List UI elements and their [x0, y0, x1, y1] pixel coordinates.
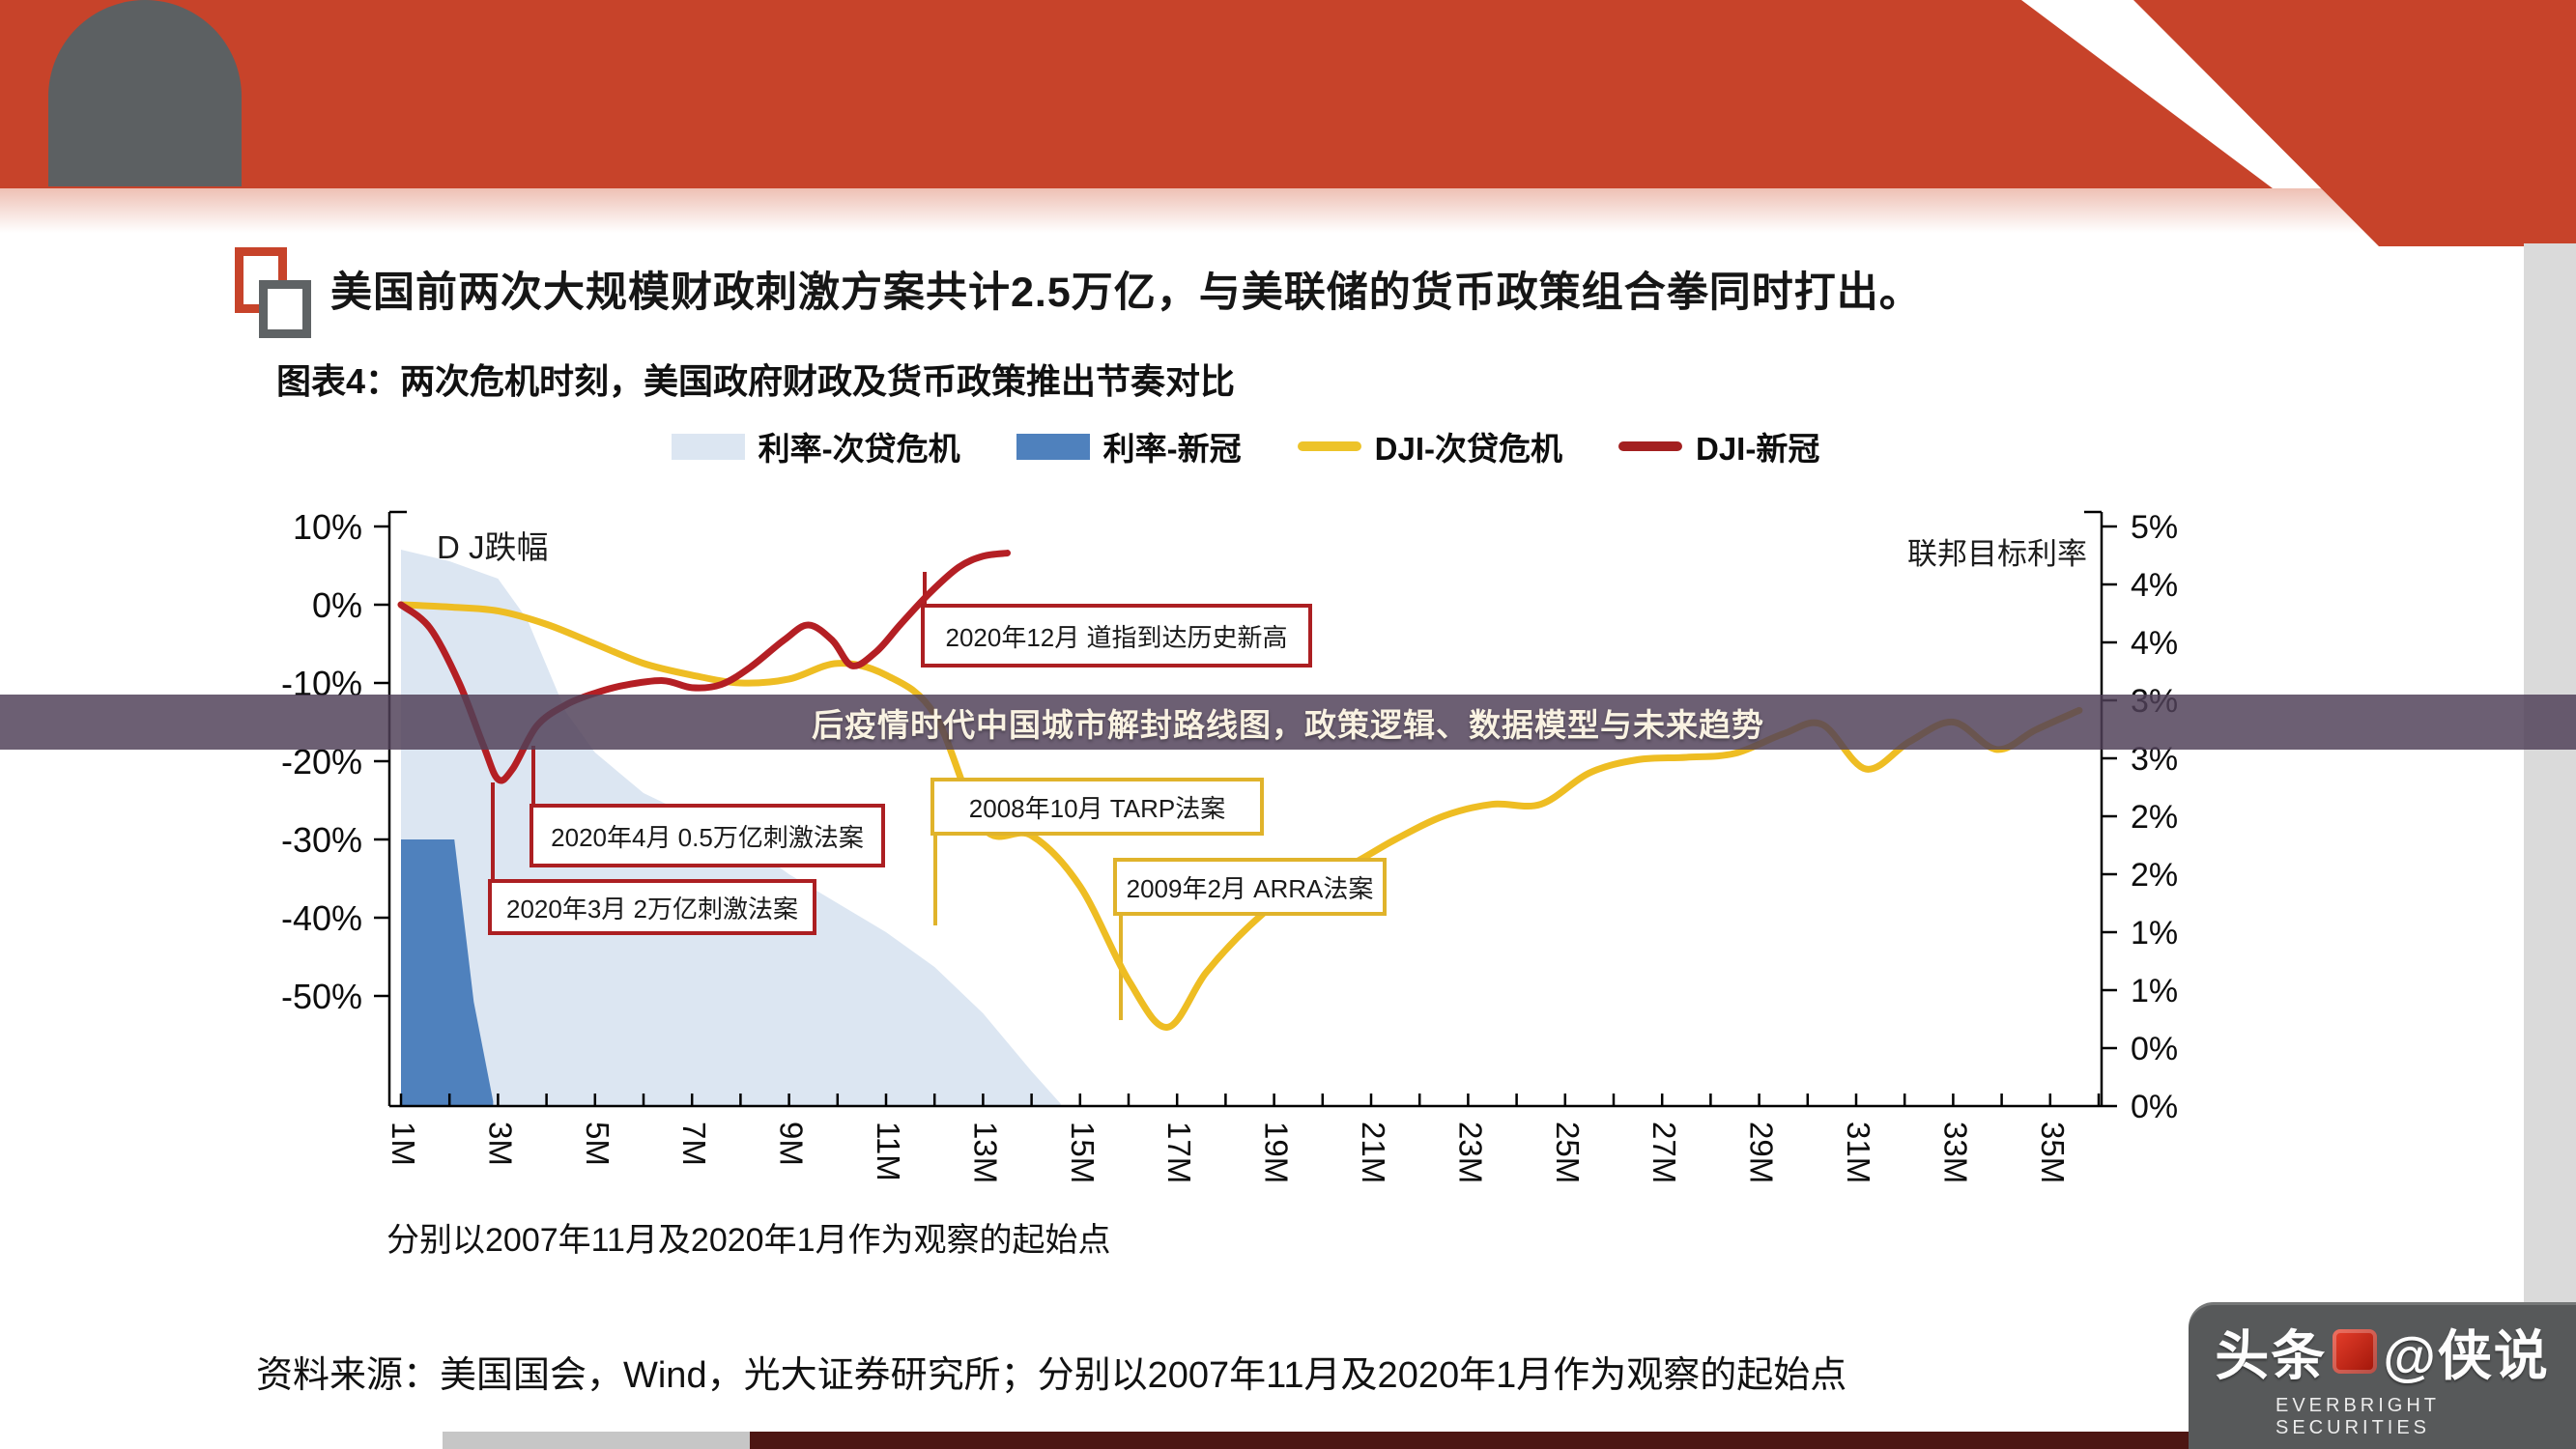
watermark-brand-row: 头条 @侠说: [2215, 1313, 2550, 1391]
right-tick-label: 1%: [2131, 915, 2178, 952]
series-area-利率-新冠: [401, 839, 494, 1106]
legend-swatch-icon: [1618, 441, 1682, 451]
x-tick-label: 1M: [386, 1122, 421, 1166]
legend-item-2: DJI-次贷危机: [1297, 423, 1562, 469]
x-tick-label: 11M: [871, 1122, 906, 1181]
watermark-brand-left: 头条: [2215, 1324, 2328, 1386]
watermark-brand-right: @侠说: [2383, 1324, 2550, 1386]
legend-label: 利率-新冠: [1102, 431, 1242, 467]
x-tick-label: 7M: [676, 1122, 712, 1166]
left-tick-label: -30%: [281, 820, 362, 860]
x-tick-label: 35M: [2035, 1122, 2071, 1183]
x-tick-label: 27M: [1646, 1122, 1682, 1183]
legend-label: 利率-次贷危机: [758, 431, 960, 467]
left-tick-label: 0%: [312, 585, 362, 625]
right-tick-label: 2%: [2131, 799, 2178, 836]
page-title: 美国前两次大规模财政刺激方案共计2.5万亿，与美联储的货币政策组合拳同时打出。: [330, 270, 1922, 316]
x-tick-label: 17M: [1161, 1122, 1197, 1183]
chart-title: 图表4：两次危机时刻，美国政府财政及货币政策推出节奏对比: [276, 361, 1236, 401]
annotation-dji-record-high: 2020年12月 道指到达历史新高: [921, 604, 1312, 668]
right-axis-title: 联邦目标利率: [1907, 537, 2087, 571]
right-edge-strip: [2524, 243, 2576, 1306]
x-tick-label: 13M: [967, 1122, 1003, 1183]
bottom-bar-gray: [443, 1432, 750, 1449]
legend-label: DJI-次贷危机: [1374, 431, 1562, 467]
legend-swatch-icon: [1016, 433, 1090, 460]
legend-swatch-icon: [671, 433, 745, 460]
bullet-square-icon-overlay: [259, 280, 311, 338]
legend-item-0: 利率-次贷危机: [671, 423, 960, 469]
overlay-banner: 后疫情时代中国城市解封路线图，政策逻辑、数据模型与未来趋势: [0, 695, 2576, 750]
right-tick-label: 4%: [2131, 567, 2178, 604]
x-tick-label: 31M: [1841, 1122, 1876, 1183]
legend-label: DJI-新冠: [1696, 431, 1820, 467]
left-tick-label: -50%: [281, 977, 362, 1016]
legend-item-1: 利率-新冠: [1016, 423, 1242, 469]
left-tick-label: 10%: [293, 507, 362, 547]
right-tick-label: 0%: [2131, 1089, 2178, 1125]
annotation-stimulus-apr2020: 2020年4月 0.5万亿刺激法案: [530, 804, 885, 867]
right-tick-label: 1%: [2131, 973, 2178, 1009]
right-tick-label: 0%: [2131, 1031, 2178, 1067]
x-tick-label: 25M: [1550, 1122, 1586, 1183]
left-axis-title: D J跌幅: [437, 529, 549, 565]
x-tick-label: 23M: [1452, 1122, 1488, 1183]
bottom-bar-maroon: [750, 1432, 2576, 1449]
legend-swatch-icon: [1297, 441, 1361, 451]
series-area-利率-次贷危机: [401, 550, 1061, 1106]
header-dome-shape: [48, 0, 242, 186]
annotation-arra-act: 2009年2月 ARRA法案: [1113, 858, 1387, 916]
x-tick-label: 29M: [1744, 1122, 1780, 1183]
right-tick-label: 5%: [2131, 509, 2178, 546]
series-line-DJI-新冠: [397, 550, 1011, 784]
header-shadow: [0, 188, 2576, 233]
x-tick-label: 5M: [580, 1122, 615, 1166]
watermark-logo-box: 头条 @侠说 EVERBRIGHT SECURITIES: [2189, 1302, 2576, 1449]
left-tick-label: -40%: [281, 898, 362, 938]
x-tick-label: 19M: [1259, 1122, 1295, 1183]
chart-footnote: 分别以2007年11月及2020年1月作为观察的起始点: [386, 1222, 1111, 1259]
header-red-band: [0, 0, 2273, 188]
x-tick-label: 21M: [1356, 1122, 1391, 1183]
x-tick-label: 33M: [1937, 1122, 1973, 1183]
right-tick-label: 4%: [2131, 625, 2178, 662]
x-tick-label: 15M: [1065, 1122, 1101, 1183]
annotation-stimulus-mar2020: 2020年3月 2万亿刺激法案: [488, 879, 816, 935]
watermark-subtitle: EVERBRIGHT SECURITIES: [2275, 1394, 2440, 1438]
legend-item-3: DJI-新冠: [1618, 423, 1819, 469]
x-tick-label: 9M: [774, 1122, 810, 1166]
source-line: 资料来源：美国国会，Wind，光大证券研究所；分别以2007年11月及2020年…: [256, 1355, 1847, 1396]
annotation-tarp-act: 2008年10月 TARP法案: [930, 778, 1264, 836]
right-tick-label: 2%: [2131, 857, 2178, 894]
brand-seal-icon: [2333, 1329, 2378, 1374]
chart-legend: 利率-次贷危机 利率-新冠 DJI-次贷危机 DJI-新冠: [389, 423, 2102, 469]
overlay-banner-text: 后疫情时代中国城市解封路线图，政策逻辑、数据模型与未来趋势: [812, 706, 1764, 743]
x-tick-label: 3M: [482, 1122, 518, 1166]
